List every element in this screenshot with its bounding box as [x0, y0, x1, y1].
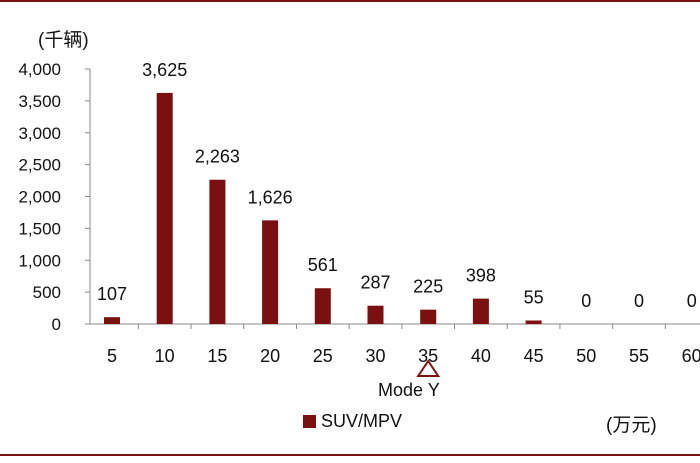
bar: [314, 288, 331, 324]
y-tick-label: 500: [33, 283, 61, 302]
data-label: 0: [687, 291, 697, 311]
x-tick-label: 60: [682, 346, 700, 366]
data-label: 287: [360, 273, 390, 293]
bar: [472, 298, 489, 324]
x-tick-label: 40: [471, 346, 491, 366]
top-rule: [0, 0, 700, 2]
legend: SUV/MPV: [303, 411, 402, 432]
x-unit-label: (万元): [606, 415, 657, 436]
data-label: 2,263: [195, 147, 240, 167]
mode-y-annotation: Mode Y: [378, 380, 440, 400]
x-tick-label: 5: [107, 346, 117, 366]
bar: [525, 320, 542, 324]
x-tick-label: 25: [313, 346, 333, 366]
data-label: 398: [466, 266, 496, 286]
data-label: 0: [634, 291, 644, 311]
y-unit-label: (千辆): [38, 30, 89, 51]
y-tick-label: 2,500: [18, 156, 61, 175]
y-tick-label: 4,000: [18, 60, 61, 79]
x-tick-label: 50: [576, 346, 596, 366]
x-tick-label: 15: [207, 346, 227, 366]
bar: [156, 92, 173, 324]
x-tick-label: 45: [524, 346, 544, 366]
y-tick-label: 1,500: [18, 219, 61, 238]
bar: [209, 179, 226, 324]
data-label: 55: [524, 287, 544, 307]
data-label: 225: [413, 277, 443, 297]
x-tick-label: 20: [260, 346, 280, 366]
x-tick-label: 10: [155, 346, 175, 366]
x-tick-label: 55: [629, 346, 649, 366]
annotation-triangle-icon: [416, 359, 441, 377]
bottom-rule: [0, 454, 700, 456]
y-tick-label: 3,500: [18, 92, 61, 111]
legend-swatch: [303, 415, 316, 428]
x-tick-label: 35: [418, 346, 438, 366]
bar: [104, 317, 120, 324]
bar: [367, 305, 384, 324]
legend-label: SUV/MPV: [321, 411, 403, 431]
y-tick-label: 0: [52, 315, 61, 334]
y-tick-label: 2,000: [18, 188, 61, 207]
y-tick-label: 1,000: [18, 251, 61, 270]
bar: [262, 220, 279, 324]
data-label: 561: [308, 255, 338, 275]
y-tick-label: 3,000: [18, 124, 61, 143]
data-label: 0: [581, 291, 591, 311]
x-tick-label: 30: [365, 346, 385, 366]
data-label: 3,625: [142, 60, 187, 80]
bar: [420, 309, 437, 324]
data-label: 1,626: [248, 187, 293, 207]
data-label: 107: [97, 284, 127, 304]
